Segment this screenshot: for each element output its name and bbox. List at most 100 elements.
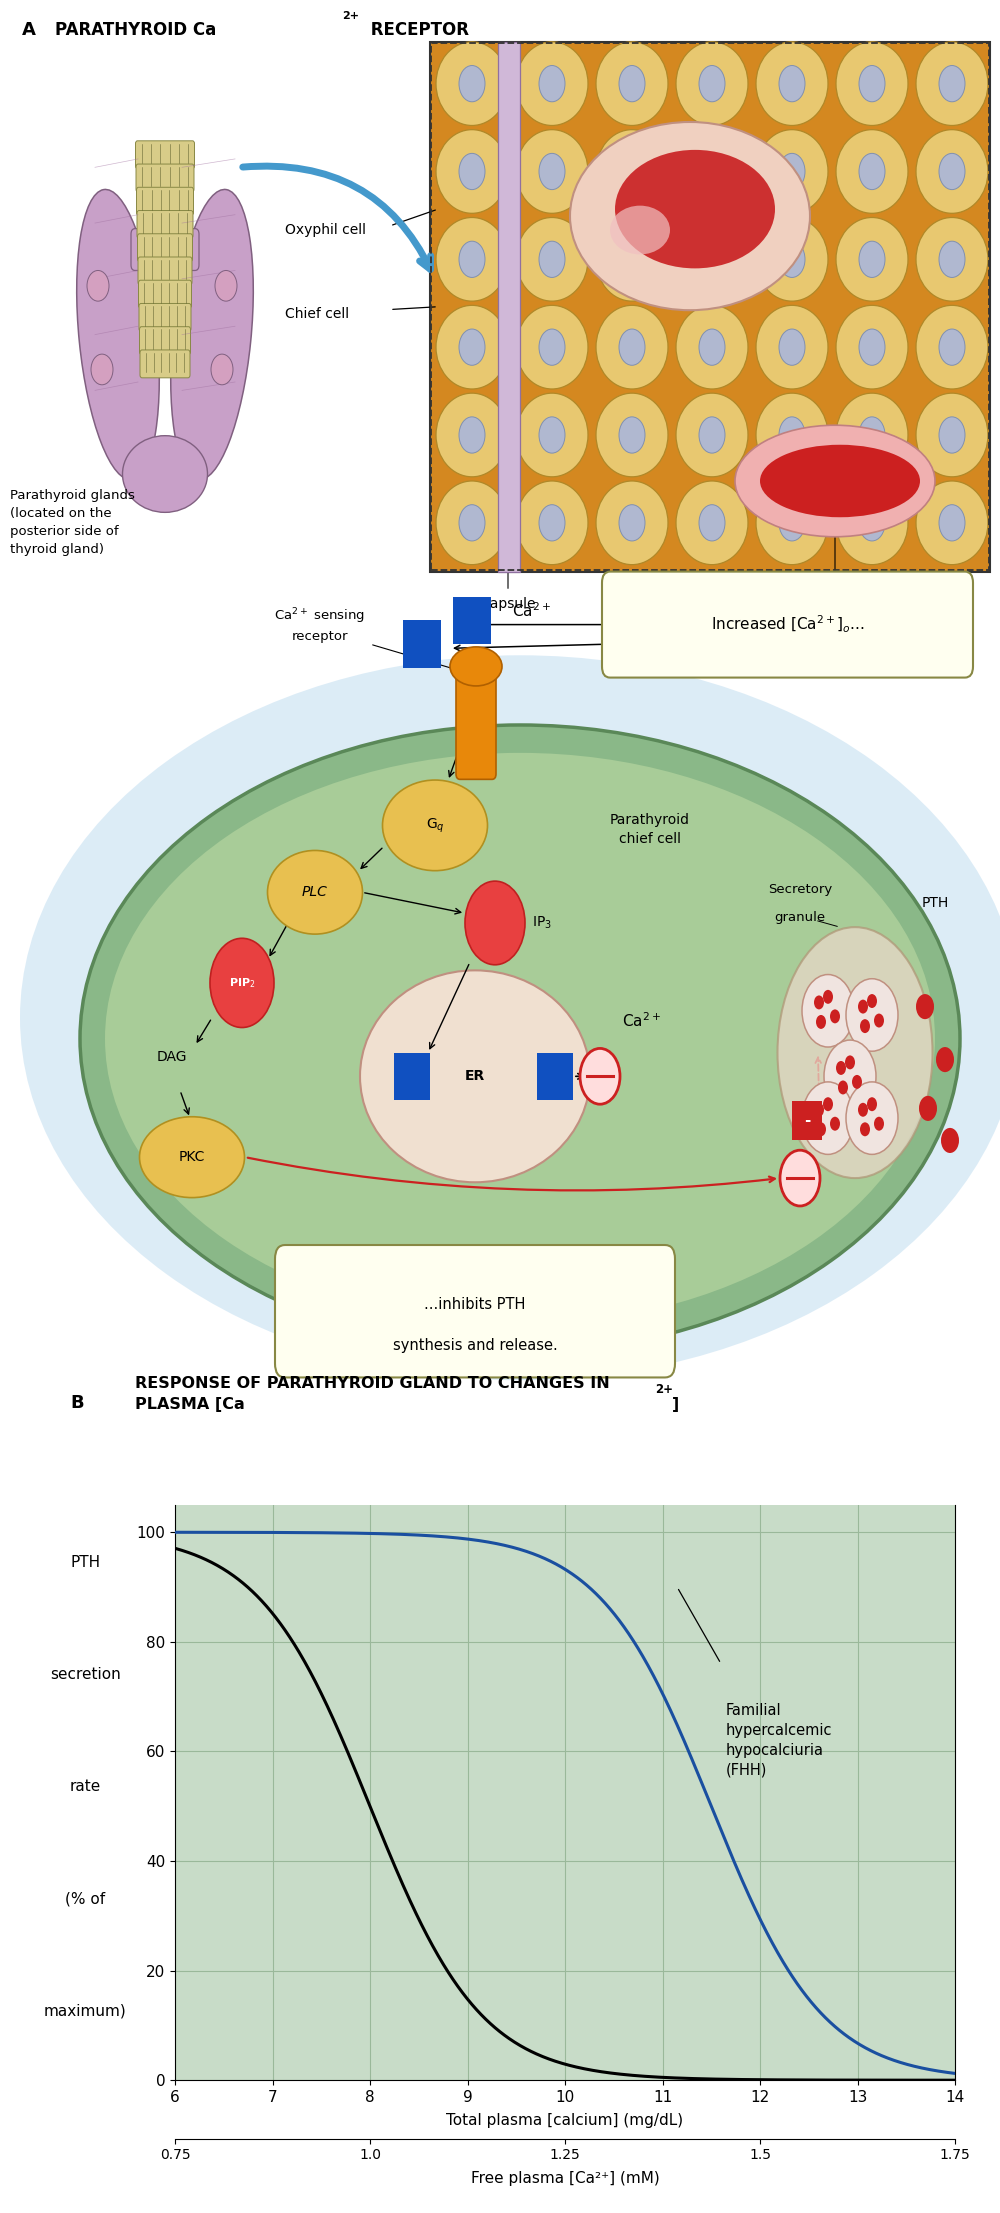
- Text: B: B: [70, 1394, 84, 1412]
- Ellipse shape: [610, 206, 670, 254]
- Circle shape: [939, 66, 965, 102]
- Ellipse shape: [676, 42, 748, 126]
- Circle shape: [459, 330, 485, 365]
- Ellipse shape: [122, 436, 208, 513]
- Text: Ca$^{2+}$: Ca$^{2+}$: [622, 1011, 661, 1029]
- Circle shape: [858, 1000, 868, 1014]
- Text: PTH: PTH: [70, 1556, 100, 1569]
- Circle shape: [580, 1049, 620, 1104]
- Circle shape: [779, 153, 805, 190]
- Ellipse shape: [836, 394, 908, 476]
- Ellipse shape: [516, 42, 588, 126]
- Circle shape: [859, 330, 885, 365]
- Circle shape: [459, 66, 485, 102]
- Circle shape: [539, 153, 565, 190]
- Circle shape: [459, 416, 485, 454]
- Text: Parathyroid glands
(located on the
posterior side of
thyroid gland): Parathyroid glands (located on the poste…: [10, 489, 135, 555]
- Bar: [792, 1102, 822, 1140]
- Circle shape: [210, 938, 274, 1027]
- Circle shape: [823, 1098, 833, 1111]
- Ellipse shape: [596, 131, 668, 212]
- Bar: [394, 1053, 430, 1100]
- X-axis label: Free plasma [Ca²⁺] (mM): Free plasma [Ca²⁺] (mM): [471, 2171, 659, 2186]
- FancyBboxPatch shape: [275, 1246, 675, 1376]
- Circle shape: [838, 1080, 848, 1095]
- Circle shape: [699, 416, 725, 454]
- FancyBboxPatch shape: [139, 328, 190, 354]
- Circle shape: [824, 1040, 876, 1113]
- Text: DAG: DAG: [157, 1049, 187, 1064]
- Text: Oxyphil cell: Oxyphil cell: [285, 224, 366, 237]
- Circle shape: [699, 241, 725, 277]
- Circle shape: [779, 505, 805, 540]
- Circle shape: [846, 978, 898, 1051]
- Ellipse shape: [756, 42, 828, 126]
- Ellipse shape: [436, 480, 508, 564]
- Ellipse shape: [436, 131, 508, 212]
- Circle shape: [860, 1020, 870, 1033]
- Circle shape: [459, 505, 485, 540]
- Ellipse shape: [171, 190, 253, 480]
- Text: Ca$^{2+}$ sensing
receptor: Ca$^{2+}$ sensing receptor: [274, 606, 366, 644]
- FancyBboxPatch shape: [138, 281, 191, 308]
- Ellipse shape: [735, 425, 935, 538]
- FancyBboxPatch shape: [139, 303, 191, 332]
- Ellipse shape: [516, 480, 588, 564]
- Ellipse shape: [450, 646, 502, 686]
- Ellipse shape: [676, 131, 748, 212]
- Bar: [403, 620, 441, 668]
- Text: RESPONSE OF PARATHYROID GLAND TO CHANGES IN
PLASMA [Ca: RESPONSE OF PARATHYROID GLAND TO CHANGES…: [135, 1376, 610, 1412]
- Circle shape: [802, 1082, 854, 1155]
- Circle shape: [941, 1129, 959, 1153]
- Circle shape: [215, 270, 237, 301]
- Ellipse shape: [836, 305, 908, 389]
- FancyBboxPatch shape: [137, 210, 193, 239]
- Ellipse shape: [20, 655, 1000, 1381]
- Ellipse shape: [436, 42, 508, 126]
- Circle shape: [830, 1009, 840, 1022]
- Text: -: -: [804, 1113, 810, 1129]
- Circle shape: [699, 153, 725, 190]
- Circle shape: [859, 416, 885, 454]
- Circle shape: [836, 1060, 846, 1076]
- Ellipse shape: [676, 217, 748, 301]
- Ellipse shape: [360, 969, 590, 1182]
- Ellipse shape: [596, 42, 668, 126]
- FancyBboxPatch shape: [602, 571, 973, 677]
- Circle shape: [916, 994, 934, 1020]
- Circle shape: [859, 505, 885, 540]
- Ellipse shape: [676, 480, 748, 564]
- Text: maximum): maximum): [44, 2003, 127, 2018]
- Circle shape: [830, 1118, 840, 1131]
- Ellipse shape: [436, 305, 508, 389]
- Ellipse shape: [756, 394, 828, 476]
- Circle shape: [91, 354, 113, 385]
- Ellipse shape: [105, 752, 935, 1323]
- Text: synthesis and release.: synthesis and release.: [393, 1339, 557, 1352]
- FancyBboxPatch shape: [140, 350, 190, 378]
- Text: Ca$^{2+}$: Ca$^{2+}$: [512, 602, 551, 620]
- Text: PKC: PKC: [179, 1151, 205, 1164]
- Text: Capsule: Capsule: [480, 598, 536, 611]
- Circle shape: [539, 241, 565, 277]
- X-axis label: Total plasma [calcium] (mg/dL): Total plasma [calcium] (mg/dL): [446, 2113, 684, 2129]
- Ellipse shape: [596, 480, 668, 564]
- Ellipse shape: [77, 190, 159, 480]
- Text: Familial
hypercalcemic
hypocalciuria
(FHH): Familial hypercalcemic hypocalciuria (FH…: [726, 1704, 832, 1777]
- Circle shape: [802, 974, 854, 1047]
- Circle shape: [919, 1095, 937, 1122]
- Circle shape: [459, 153, 485, 190]
- Circle shape: [699, 505, 725, 540]
- Text: granule: granule: [774, 912, 826, 923]
- Ellipse shape: [836, 131, 908, 212]
- Text: Secretory: Secretory: [768, 883, 832, 896]
- Circle shape: [779, 66, 805, 102]
- Ellipse shape: [756, 480, 828, 564]
- Circle shape: [814, 996, 824, 1009]
- Circle shape: [699, 66, 725, 102]
- Text: Blood vessel: Blood vessel: [791, 598, 879, 611]
- Ellipse shape: [916, 217, 988, 301]
- Circle shape: [779, 241, 805, 277]
- Circle shape: [939, 416, 965, 454]
- Ellipse shape: [916, 480, 988, 564]
